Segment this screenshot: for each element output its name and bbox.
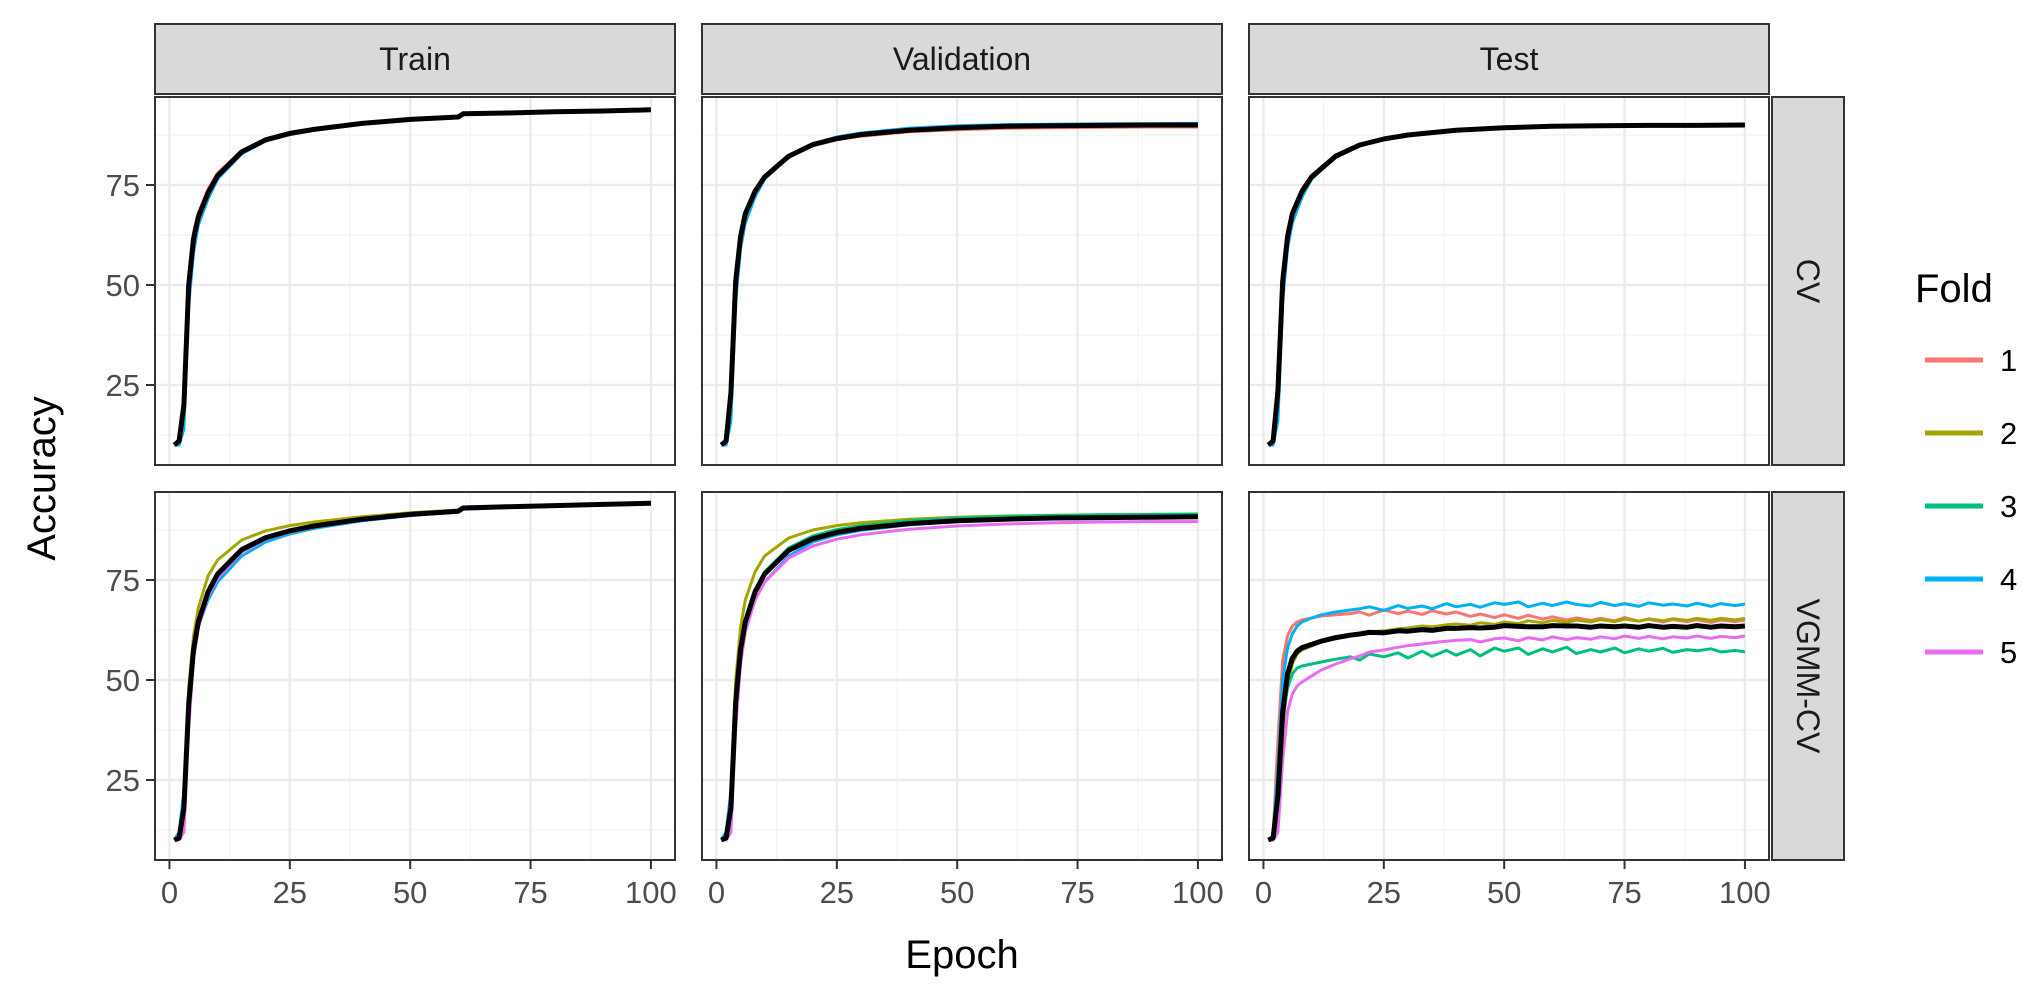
panel-border bbox=[701, 96, 1223, 466]
y-tick-label: 25 bbox=[106, 763, 140, 798]
strip-label: Train bbox=[379, 41, 451, 77]
strip-cv: CV bbox=[1771, 96, 1845, 466]
x-tick-label: 0 bbox=[161, 875, 178, 910]
legend-label: 5 bbox=[2000, 635, 2017, 670]
legend-label: 4 bbox=[2000, 562, 2017, 597]
panel-background bbox=[1249, 97, 1769, 465]
strip-test: Test bbox=[1248, 23, 1770, 95]
y-tick-label: 50 bbox=[106, 663, 140, 698]
mean-line bbox=[719, 122, 1198, 447]
strip-vgmm-cv: VGMM-CV bbox=[1771, 491, 1845, 861]
x-tick-label: 25 bbox=[273, 875, 307, 910]
x-axis-title: Epoch bbox=[905, 933, 1018, 977]
x-tick-label: 0 bbox=[1255, 875, 1272, 910]
x-tick-label: 0 bbox=[708, 875, 725, 910]
panel-background bbox=[1249, 492, 1769, 860]
x-tick-label: 25 bbox=[1367, 875, 1401, 910]
panel-border bbox=[1248, 96, 1770, 466]
strip-label: VGMM-CV bbox=[1790, 599, 1826, 754]
strip-train: Train bbox=[154, 23, 676, 95]
strip-background bbox=[701, 23, 1223, 95]
legend-item-fold-4: 4 bbox=[1925, 562, 2017, 597]
panel-cv-test bbox=[1248, 96, 1770, 466]
strip-background bbox=[1771, 96, 1845, 466]
series-line-fold-3 bbox=[1268, 645, 1746, 842]
legend-item-fold-1: 1 bbox=[1925, 343, 2017, 378]
panel-background bbox=[702, 97, 1222, 465]
panel-border bbox=[1248, 491, 1770, 861]
strip-validation: Validation bbox=[701, 23, 1223, 95]
y-axis-title: Accuracy bbox=[20, 396, 64, 561]
strip-label: Test bbox=[1480, 41, 1539, 77]
panel-border bbox=[154, 491, 676, 861]
legend-item-fold-5: 5 bbox=[1925, 635, 2017, 670]
x-tick-label: 50 bbox=[940, 875, 974, 910]
strip-background bbox=[1248, 23, 1770, 95]
x-tick-label: 100 bbox=[625, 875, 677, 910]
strip-label: Validation bbox=[893, 41, 1031, 77]
mean-line bbox=[172, 107, 651, 447]
legend-label: 2 bbox=[2000, 416, 2017, 451]
legend: Fold 1 2 3 4 5 bbox=[1915, 267, 2017, 670]
x-tick-label: 75 bbox=[513, 875, 547, 910]
legend-label: 3 bbox=[2000, 489, 2017, 524]
mean-line bbox=[173, 500, 651, 843]
strip-background bbox=[1771, 491, 1845, 861]
panel-background bbox=[155, 97, 675, 465]
strip-label: CV bbox=[1790, 259, 1826, 304]
series-line-fold-4 bbox=[1267, 600, 1746, 842]
x-tick-label: 100 bbox=[1719, 875, 1771, 910]
legend-item-fold-2: 2 bbox=[1925, 416, 2017, 451]
series-line-fold-5 bbox=[1268, 634, 1746, 842]
panel-background bbox=[702, 492, 1222, 860]
panel-cv-train bbox=[154, 96, 676, 466]
y-tick-label: 25 bbox=[106, 368, 140, 403]
legend-label: 1 bbox=[2000, 343, 2017, 378]
mean-line bbox=[1267, 623, 1746, 843]
panel-vgmm-cv-train bbox=[154, 491, 676, 861]
panel-vgmm-cv-test bbox=[1248, 491, 1770, 861]
panel-border bbox=[701, 491, 1223, 861]
mean-line bbox=[1266, 122, 1745, 447]
x-tick-label: 25 bbox=[820, 875, 854, 910]
x-tick-label: 50 bbox=[393, 875, 427, 910]
legend-title: Fold bbox=[1915, 267, 1993, 311]
x-tick-label: 50 bbox=[1487, 875, 1521, 910]
panel-cv-validation bbox=[701, 96, 1223, 466]
panel-vgmm-cv-validation bbox=[701, 491, 1223, 861]
x-tick-label: 100 bbox=[1172, 875, 1224, 910]
legend-item-fold-3: 3 bbox=[1925, 489, 2017, 524]
mean-line bbox=[720, 514, 1198, 843]
x-tick-label: 75 bbox=[1060, 875, 1094, 910]
panel-border bbox=[154, 96, 676, 466]
y-tick-label: 50 bbox=[106, 268, 140, 303]
y-tick-label: 75 bbox=[106, 168, 140, 203]
strip-background bbox=[154, 23, 676, 95]
y-tick-label: 75 bbox=[106, 563, 140, 598]
x-tick-label: 75 bbox=[1607, 875, 1641, 910]
